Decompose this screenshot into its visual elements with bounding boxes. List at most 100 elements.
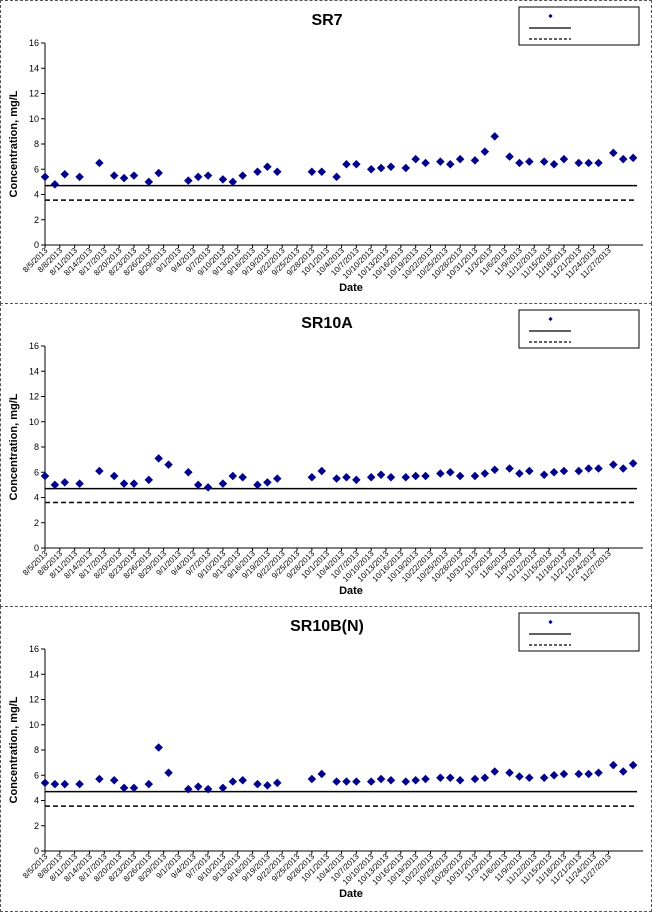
data-point	[505, 768, 514, 777]
y-tick-label: 2	[34, 518, 39, 528]
data-point	[455, 776, 465, 785]
data-point	[386, 162, 396, 171]
data-point	[263, 781, 272, 790]
data-point	[95, 158, 104, 168]
data-point	[436, 157, 445, 166]
data-point	[40, 778, 50, 788]
y-tick-label: 16	[29, 341, 39, 351]
y-axis-label: Concentration, mg/L	[8, 90, 20, 197]
data-point	[549, 159, 559, 169]
data-point	[515, 158, 524, 168]
data-point	[273, 778, 282, 788]
data-point	[307, 167, 317, 177]
data-point	[317, 167, 327, 177]
data-point	[109, 471, 119, 481]
data-point	[203, 784, 213, 794]
data-point	[584, 769, 593, 779]
data-point	[539, 470, 549, 480]
data-point	[352, 777, 361, 786]
y-tick-label: 0	[34, 543, 39, 553]
data-point	[480, 469, 490, 478]
data-point	[203, 171, 213, 180]
data-point	[144, 779, 154, 789]
data-point	[218, 479, 228, 488]
chart-panel-sr10a: SR10A 0 2 4 6 8 10 12 14 16 Concentration, mg/L 8/5…	[0, 303, 652, 607]
data-point	[401, 163, 411, 173]
data-point	[525, 466, 534, 476]
data-point	[144, 177, 154, 187]
data-point	[109, 171, 119, 180]
y-tick-label: 12	[29, 695, 39, 705]
data-point	[446, 773, 455, 783]
data-point	[50, 180, 60, 189]
legend	[518, 6, 640, 46]
data-point	[446, 159, 455, 169]
data-point	[342, 159, 351, 169]
y-axis-label: Concentration, mg/L	[8, 696, 20, 803]
y-tick-label: 10	[29, 720, 39, 730]
data-point	[332, 172, 341, 182]
data-point	[253, 480, 262, 490]
data-point	[539, 773, 549, 783]
data-point	[154, 168, 163, 178]
data-point	[50, 779, 60, 789]
data-point	[307, 774, 317, 784]
data-point	[401, 473, 411, 482]
data-point	[490, 465, 499, 474]
data-point	[184, 176, 193, 185]
data-point	[574, 769, 583, 779]
data-point	[317, 466, 327, 476]
data-point	[332, 474, 341, 483]
data-point	[594, 464, 603, 473]
data-point	[470, 774, 480, 784]
data-point	[574, 466, 583, 476]
data-point	[184, 468, 193, 477]
data-point	[559, 769, 569, 779]
data-point	[446, 468, 455, 477]
data-point	[505, 464, 514, 473]
y-tick-label: 8	[34, 442, 39, 452]
data-point	[144, 475, 154, 485]
data-point	[193, 782, 203, 791]
data-point	[228, 471, 238, 481]
data-point	[218, 175, 228, 184]
data-point	[218, 783, 228, 793]
data-point	[628, 459, 638, 468]
y-tick-label: 16	[29, 644, 39, 654]
data-point	[628, 153, 638, 163]
data-point	[253, 779, 262, 789]
chart-title: SR10B(N)	[290, 618, 364, 635]
x-axis-label: Date	[339, 282, 363, 294]
y-tick-label: 14	[29, 669, 39, 679]
data-point	[539, 157, 549, 166]
data-point	[366, 473, 376, 482]
data-point	[584, 464, 593, 473]
data-point	[352, 475, 361, 485]
y-tick-label: 6	[34, 164, 39, 174]
y-tick-label: 2	[34, 215, 39, 225]
data-point	[263, 478, 272, 487]
data-point	[559, 154, 569, 164]
data-point	[75, 779, 84, 789]
data-point	[559, 466, 569, 476]
y-tick-label: 16	[29, 38, 39, 48]
data-point	[129, 479, 139, 488]
data-point	[470, 471, 480, 481]
data-point	[307, 473, 317, 482]
data-point	[594, 768, 603, 777]
data-point	[184, 784, 193, 794]
data-point	[366, 777, 376, 786]
data-point	[401, 777, 411, 786]
data-point	[119, 173, 129, 183]
y-tick-label: 4	[34, 796, 39, 806]
data-point	[95, 774, 104, 784]
legend	[518, 309, 640, 349]
data-point	[342, 777, 351, 786]
data-point	[470, 156, 480, 165]
y-tick-label: 6	[34, 467, 39, 477]
data-point	[154, 454, 163, 463]
data-point	[119, 479, 129, 488]
y-axis-label: Concentration, mg/L	[8, 393, 20, 500]
x-axis-label: Date	[339, 888, 363, 900]
